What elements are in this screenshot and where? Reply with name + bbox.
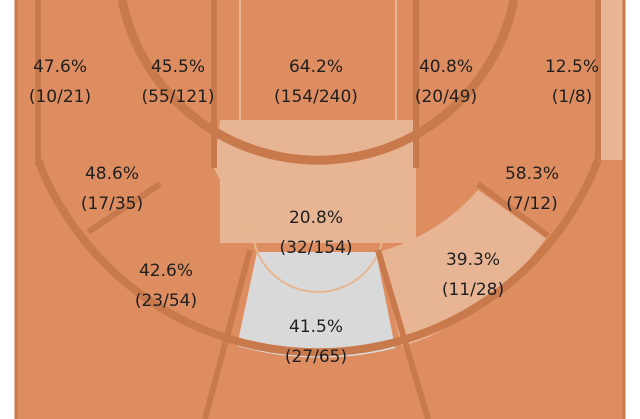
left-wing-mid-made-attempts: (17/35)	[81, 194, 143, 214]
left-mid-upper-made-attempts: (55/121)	[141, 87, 214, 107]
paint-upper-percentage: 64.2%	[289, 57, 343, 77]
left-corner-three-percentage: 47.6%	[33, 57, 87, 77]
left-wing-mid-percentage: 48.6%	[85, 164, 139, 184]
mid-range-arc	[117, 0, 519, 165]
left-wing-three-made-attempts: (23/54)	[135, 291, 197, 311]
right-elbow-mid-percentage: 39.3%	[446, 250, 500, 270]
divider-left-wing	[86, 181, 162, 235]
divider-right-wing	[476, 181, 550, 239]
right-corner-zone-fill	[598, 0, 624, 160]
center-mid-percentage: 41.5%	[289, 317, 343, 337]
divider-center-right	[375, 249, 431, 419]
paint-lower-made-attempts: (32/154)	[279, 238, 352, 258]
right-elbow-mid-made-attempts: (11/28)	[442, 280, 504, 300]
right-corner-three-percentage: 12.5%	[545, 57, 599, 77]
paint-lower-percentage: 20.8%	[289, 208, 343, 228]
right-corner-three-made-attempts: (1/8)	[552, 87, 593, 107]
zone-labels: 47.6% (10/21) 45.5% (55/121) 64.2% (154/240) 4…	[29, 57, 599, 367]
right-elbow-mid-zone-fill	[378, 190, 546, 348]
three-point-arc	[34, 158, 602, 357]
paint-upper-made-attempts: (154/240)	[274, 87, 358, 107]
divider-center-left	[202, 249, 253, 419]
center-mid-made-attempts: (27/65)	[285, 347, 347, 367]
paint-upper-fill	[220, 0, 416, 120]
right-mid-upper-made-attempts: (20/49)	[415, 87, 477, 107]
right-mid-upper-percentage: 40.8%	[419, 57, 473, 77]
left-wing-three-percentage: 42.6%	[139, 261, 193, 281]
right-wing-mid-made-attempts: (7/12)	[506, 194, 557, 214]
left-corner-three-made-attempts: (10/21)	[29, 87, 91, 107]
left-mid-upper-percentage: 45.5%	[151, 57, 205, 77]
court-lines	[14, 0, 626, 419]
right-wing-mid-percentage: 58.3%	[505, 164, 559, 184]
